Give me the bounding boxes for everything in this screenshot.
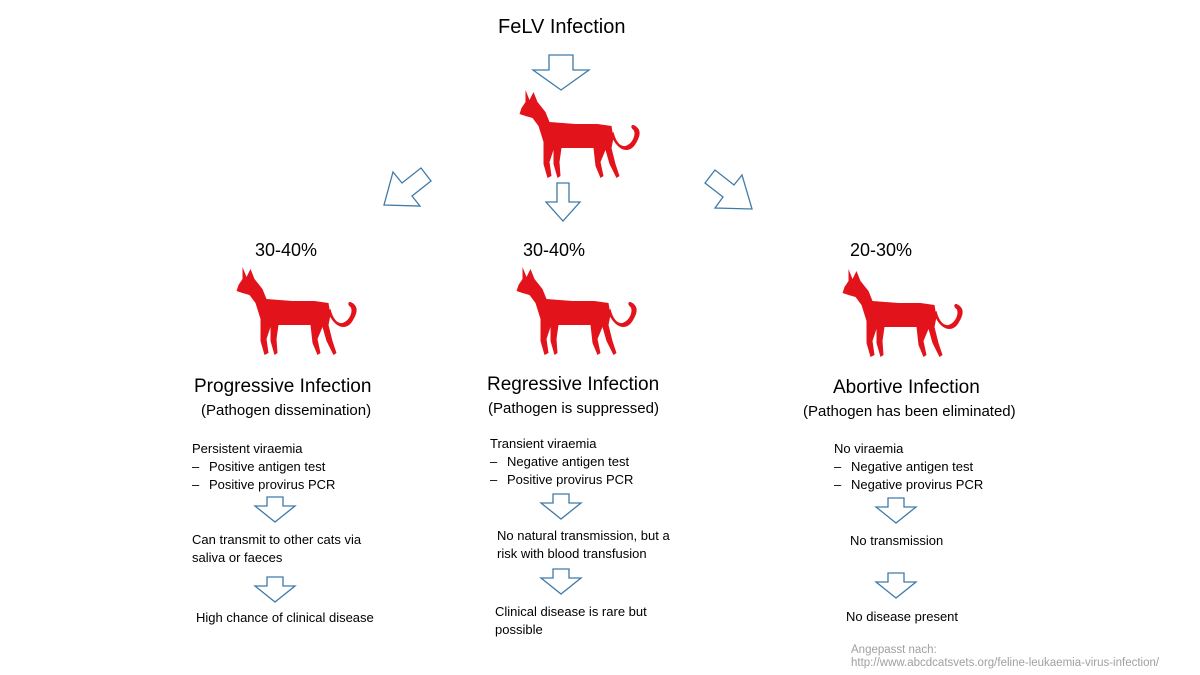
test-result-item: – Positive antigen test (192, 459, 326, 474)
arrow-down-icon (539, 568, 583, 595)
viraemia-status: No viraemia (834, 441, 904, 456)
infection-type-subtitle: (Pathogen dissemination) (201, 402, 372, 419)
source-credit-url: http://www.abcdcatsvets.org/feline-leuka… (851, 657, 1160, 669)
source-credit: Angepasst nach: http://www.abcdcatsvets.… (851, 644, 1159, 670)
infection-type-title: Regressive Infection (487, 374, 660, 395)
test-result-item: – Negative antigen test (834, 459, 974, 474)
percentage-label: 30-40% (255, 240, 318, 260)
arrow-down-right-icon (704, 169, 753, 210)
source-credit-label: Angepasst nach: (851, 644, 937, 656)
test-result-item: – Positive provirus PCR (490, 472, 634, 487)
arrow-down-icon (253, 576, 297, 603)
test-result-item: – Negative antigen test (490, 454, 630, 469)
cat-progressive-icon (236, 267, 357, 355)
clinical-outcome-text: Clinical disease is rare but possible (495, 604, 647, 637)
arrow-down-icon (544, 182, 582, 222)
test-result-item: – Positive provirus PCR (192, 477, 336, 492)
infection-type-subtitle: (Pathogen has been eliminated) (803, 403, 1016, 420)
diagram-title: FeLV Infection (498, 16, 626, 38)
transmission-text: No transmission (850, 533, 944, 548)
cat-abortive-icon (842, 269, 963, 357)
arrow-down-left-icon (383, 167, 432, 207)
clinical-outcome-text: High chance of clinical disease (196, 610, 374, 625)
arrow-down-icon (253, 496, 297, 523)
transmission-text: No natural transmission, but a risk with… (497, 528, 670, 561)
percentage-label: 20-30% (850, 240, 913, 260)
infection-type-title: Abortive Infection (833, 377, 980, 398)
arrow-down-icon (530, 54, 592, 91)
percentage-label: 30-40% (523, 240, 586, 260)
transmission-text: Can transmit to other cats via saliva or… (192, 532, 362, 565)
arrow-down-icon (874, 572, 918, 599)
clinical-outcome-text: No disease present (846, 609, 959, 624)
arrow-down-icon (874, 497, 918, 524)
arrow-down-icon (539, 493, 583, 520)
cat-infection-icon (519, 90, 640, 178)
infection-type-subtitle: (Pathogen is suppressed) (488, 400, 659, 417)
viraemia-status: Persistent viraemia (192, 441, 303, 456)
infection-type-title: Progressive Infection (194, 376, 372, 397)
cat-regressive-icon (516, 267, 637, 355)
test-result-item: – Negative provirus PCR (834, 477, 984, 492)
viraemia-status: Transient viraemia (490, 436, 597, 451)
